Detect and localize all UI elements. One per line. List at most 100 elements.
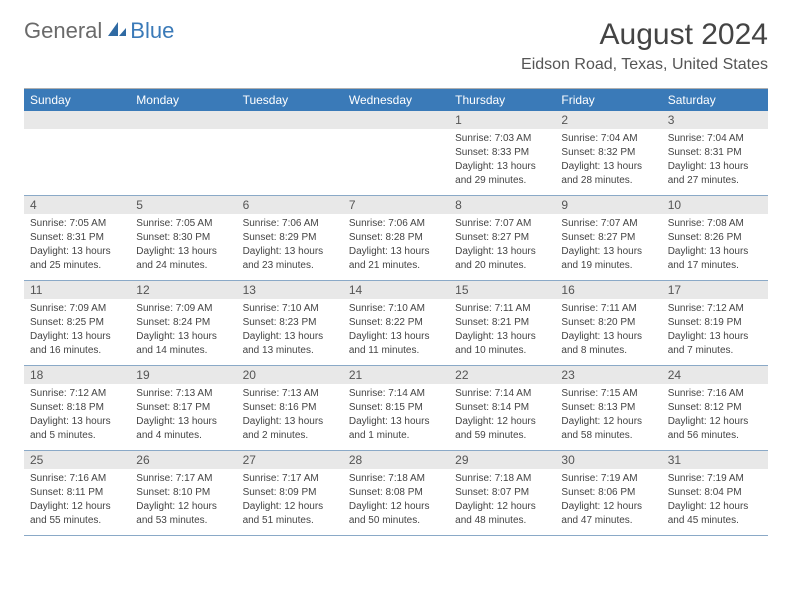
day-daylight2: and 2 minutes. [243,429,337,443]
week-row: 4Sunrise: 7:05 AMSunset: 8:31 PMDaylight… [24,196,768,281]
day-daylight1: Daylight: 13 hours [455,160,549,174]
weekday-header: Wednesday [343,89,449,111]
day-cell: 1Sunrise: 7:03 AMSunset: 8:33 PMDaylight… [449,111,555,195]
day-sunrise: Sunrise: 7:08 AM [668,217,762,231]
day-content: Sunrise: 7:11 AMSunset: 8:21 PMDaylight:… [449,299,555,361]
day-number: 28 [343,451,449,469]
day-number [130,111,236,129]
week-row: 11Sunrise: 7:09 AMSunset: 8:25 PMDayligh… [24,281,768,366]
day-sunset: Sunset: 8:09 PM [243,486,337,500]
day-daylight2: and 51 minutes. [243,514,337,528]
day-number: 7 [343,196,449,214]
day-content: Sunrise: 7:18 AMSunset: 8:07 PMDaylight:… [449,469,555,531]
day-daylight2: and 5 minutes. [30,429,124,443]
day-daylight1: Daylight: 13 hours [30,330,124,344]
day-daylight1: Daylight: 13 hours [349,245,443,259]
day-sunrise: Sunrise: 7:13 AM [136,387,230,401]
day-content: Sunrise: 7:16 AMSunset: 8:12 PMDaylight:… [662,384,768,446]
day-cell: 2Sunrise: 7:04 AMSunset: 8:32 PMDaylight… [555,111,661,195]
day-cell: 14Sunrise: 7:10 AMSunset: 8:22 PMDayligh… [343,281,449,365]
day-sunrise: Sunrise: 7:10 AM [243,302,337,316]
day-sunset: Sunset: 8:20 PM [561,316,655,330]
day-daylight2: and 8 minutes. [561,344,655,358]
day-daylight2: and 10 minutes. [455,344,549,358]
day-sunrise: Sunrise: 7:17 AM [136,472,230,486]
day-cell: 22Sunrise: 7:14 AMSunset: 8:14 PMDayligh… [449,366,555,450]
day-sunrise: Sunrise: 7:05 AM [136,217,230,231]
day-sunset: Sunset: 8:13 PM [561,401,655,415]
day-daylight2: and 7 minutes. [668,344,762,358]
day-number: 12 [130,281,236,299]
day-cell: 17Sunrise: 7:12 AMSunset: 8:19 PMDayligh… [662,281,768,365]
day-content: Sunrise: 7:13 AMSunset: 8:16 PMDaylight:… [237,384,343,446]
day-sunrise: Sunrise: 7:12 AM [668,302,762,316]
day-content: Sunrise: 7:13 AMSunset: 8:17 PMDaylight:… [130,384,236,446]
day-daylight1: Daylight: 12 hours [136,500,230,514]
day-content: Sunrise: 7:12 AMSunset: 8:19 PMDaylight:… [662,299,768,361]
day-sunrise: Sunrise: 7:14 AM [349,387,443,401]
day-daylight2: and 14 minutes. [136,344,230,358]
day-daylight1: Daylight: 12 hours [455,500,549,514]
day-sunrise: Sunrise: 7:15 AM [561,387,655,401]
day-daylight1: Daylight: 12 hours [243,500,337,514]
day-cell: 15Sunrise: 7:11 AMSunset: 8:21 PMDayligh… [449,281,555,365]
day-number: 1 [449,111,555,129]
day-cell: 4Sunrise: 7:05 AMSunset: 8:31 PMDaylight… [24,196,130,280]
day-content: Sunrise: 7:05 AMSunset: 8:30 PMDaylight:… [130,214,236,276]
day-sunrise: Sunrise: 7:05 AM [30,217,124,231]
day-cell: 24Sunrise: 7:16 AMSunset: 8:12 PMDayligh… [662,366,768,450]
day-number: 2 [555,111,661,129]
day-daylight2: and 56 minutes. [668,429,762,443]
day-number: 31 [662,451,768,469]
day-number: 16 [555,281,661,299]
day-sunset: Sunset: 8:22 PM [349,316,443,330]
day-content: Sunrise: 7:19 AMSunset: 8:04 PMDaylight:… [662,469,768,531]
day-cell: 6Sunrise: 7:06 AMSunset: 8:29 PMDaylight… [237,196,343,280]
day-sunset: Sunset: 8:10 PM [136,486,230,500]
day-sunset: Sunset: 8:28 PM [349,231,443,245]
day-sunrise: Sunrise: 7:07 AM [455,217,549,231]
day-cell: 3Sunrise: 7:04 AMSunset: 8:31 PMDaylight… [662,111,768,195]
logo: General Blue [24,18,174,44]
month-title: August 2024 [521,18,768,52]
weekday-header: Sunday [24,89,130,111]
day-sunrise: Sunrise: 7:14 AM [455,387,549,401]
weeks-container: 1Sunrise: 7:03 AMSunset: 8:33 PMDaylight… [24,111,768,536]
day-sunrise: Sunrise: 7:09 AM [136,302,230,316]
weekday-header: Thursday [449,89,555,111]
day-daylight2: and 47 minutes. [561,514,655,528]
day-sunrise: Sunrise: 7:17 AM [243,472,337,486]
day-number: 17 [662,281,768,299]
title-block: August 2024 Eidson Road, Texas, United S… [521,18,768,74]
day-sunset: Sunset: 8:15 PM [349,401,443,415]
day-daylight1: Daylight: 13 hours [455,330,549,344]
day-daylight2: and 25 minutes. [30,259,124,273]
day-daylight1: Daylight: 13 hours [455,245,549,259]
day-sunset: Sunset: 8:27 PM [561,231,655,245]
day-daylight2: and 58 minutes. [561,429,655,443]
day-sunset: Sunset: 8:08 PM [349,486,443,500]
day-sunset: Sunset: 8:23 PM [243,316,337,330]
day-content: Sunrise: 7:03 AMSunset: 8:33 PMDaylight:… [449,129,555,191]
day-sunset: Sunset: 8:31 PM [30,231,124,245]
day-number: 6 [237,196,343,214]
day-cell: 23Sunrise: 7:15 AMSunset: 8:13 PMDayligh… [555,366,661,450]
day-content: Sunrise: 7:04 AMSunset: 8:31 PMDaylight:… [662,129,768,191]
day-number [24,111,130,129]
day-daylight1: Daylight: 13 hours [668,160,762,174]
day-content: Sunrise: 7:09 AMSunset: 8:24 PMDaylight:… [130,299,236,361]
day-content: Sunrise: 7:06 AMSunset: 8:29 PMDaylight:… [237,214,343,276]
day-sunset: Sunset: 8:16 PM [243,401,337,415]
day-content: Sunrise: 7:12 AMSunset: 8:18 PMDaylight:… [24,384,130,446]
day-daylight1: Daylight: 13 hours [243,330,337,344]
day-sunset: Sunset: 8:33 PM [455,146,549,160]
day-daylight1: Daylight: 13 hours [243,245,337,259]
day-cell: 26 Sunrise: 7:17 AMSunset: 8:10 PMDayligh… [130,451,236,535]
day-number: 26 [130,451,236,469]
day-sunrise: Sunrise: 7:06 AM [349,217,443,231]
day-sunrise: Sunrise: 7:18 AM [455,472,549,486]
logo-text-general: General [24,18,102,44]
week-row: 18Sunrise: 7:12 AMSunset: 8:18 PMDayligh… [24,366,768,451]
day-daylight1: Daylight: 13 hours [561,245,655,259]
day-daylight2: and 13 minutes. [243,344,337,358]
